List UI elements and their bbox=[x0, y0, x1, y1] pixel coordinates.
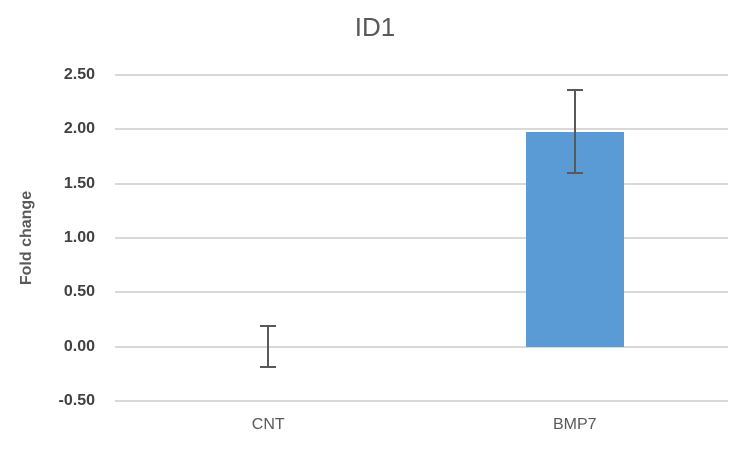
y-axis-tick-label: 0.50 bbox=[63, 283, 95, 301]
error-bar-cap bbox=[566, 171, 583, 174]
gridline bbox=[115, 237, 728, 239]
x-axis-label-cnt: CNT bbox=[251, 416, 285, 433]
error-bar-cap bbox=[260, 366, 277, 369]
error-bar-bmp7 bbox=[573, 90, 576, 173]
y-axis-tick-label: 2.00 bbox=[63, 120, 95, 138]
plot-area bbox=[115, 74, 728, 402]
error-bar-cnt bbox=[267, 326, 270, 368]
gridline bbox=[115, 291, 728, 294]
gridline bbox=[115, 400, 728, 402]
gridline bbox=[115, 182, 728, 185]
y-axis-tick-label: 2.50 bbox=[63, 66, 95, 83]
y-axis-tick-label: -0.50 bbox=[58, 392, 95, 409]
error-bar-cap bbox=[566, 89, 583, 92]
chart-title: ID1 bbox=[354, 12, 396, 42]
x-axis-label-bmp7: BMP7 bbox=[552, 416, 597, 433]
gridline bbox=[115, 74, 728, 76]
y-axis-tick-label: 1.00 bbox=[63, 229, 95, 246]
gridline bbox=[115, 128, 728, 131]
y-axis-tick-label: 0.00 bbox=[63, 337, 95, 355]
y-axis-tick-label: 1.50 bbox=[63, 174, 95, 192]
gridline bbox=[115, 345, 728, 348]
error-bar-cap bbox=[260, 325, 277, 328]
